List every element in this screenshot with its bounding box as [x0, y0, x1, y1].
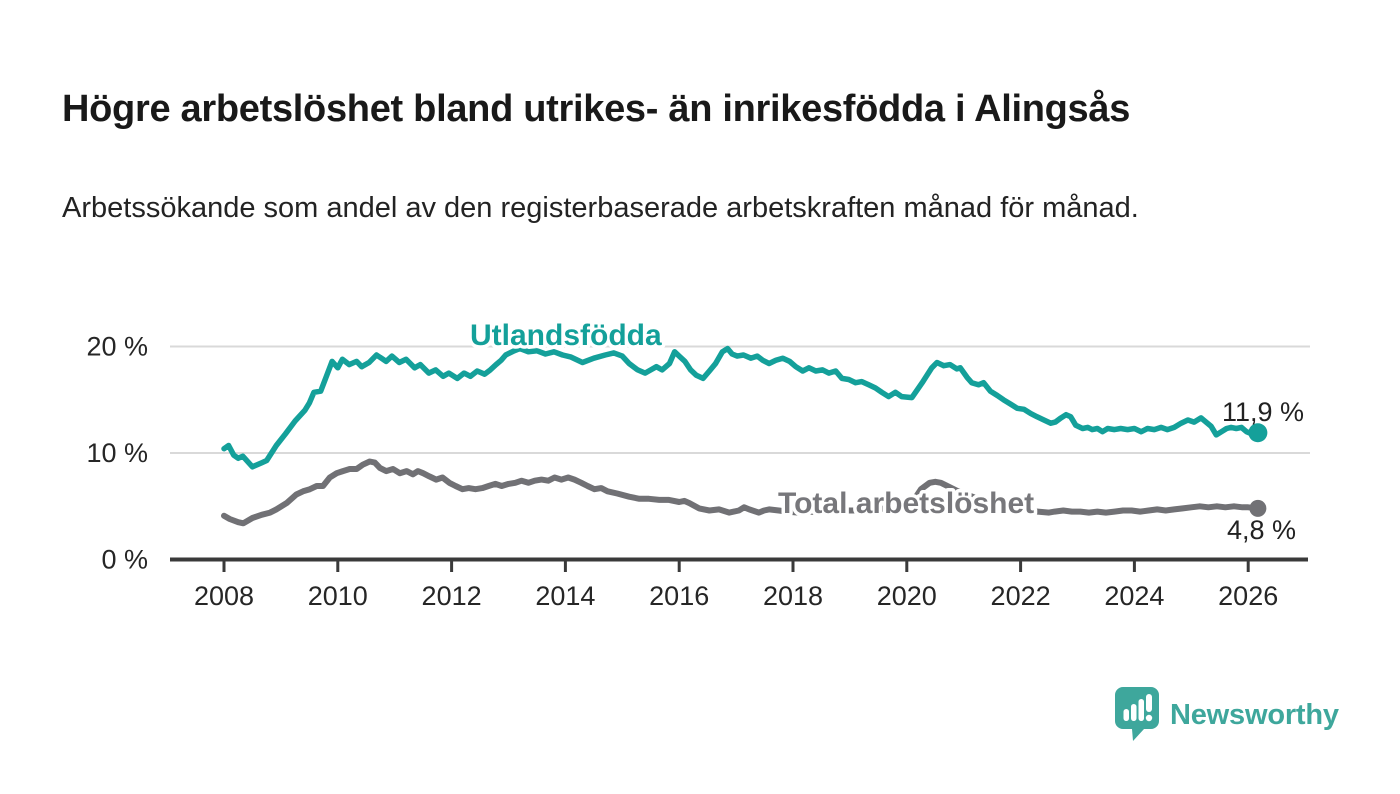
- x-tick-label-2012: 2012: [422, 581, 482, 611]
- series-line-utlandsf-dda: [221, 345, 1261, 470]
- newsworthy-logo-text: Newsworthy: [1170, 698, 1339, 731]
- series-endpoint-dot-utlandsf-dda: [1248, 423, 1268, 443]
- y-tick-label-0: 0 %: [101, 545, 148, 575]
- series-label-total-arbetsl-shet: Total arbetslöshet: [778, 487, 1034, 520]
- x-tick-label-2024: 2024: [1104, 581, 1164, 611]
- value-label-total-arbetsl-shet: 4,8 %: [1227, 515, 1296, 545]
- newsworthy-logo: Newsworthy: [1114, 686, 1339, 744]
- y-tick-label-20: 20 %: [86, 332, 148, 362]
- x-tick-label-2008: 2008: [194, 581, 254, 611]
- x-tick-label-2020: 2020: [877, 581, 937, 611]
- series-label-utlandsf-dda: Utlandsfödda: [470, 319, 662, 352]
- x-tick-label-2022: 2022: [991, 581, 1051, 611]
- bar-chart-speech-bubble-icon: [1115, 687, 1159, 741]
- x-tick-label-2026: 2026: [1218, 581, 1278, 611]
- value-label-utlandsf-dda: 11,9 %: [1222, 397, 1304, 427]
- x-tick-label-2016: 2016: [649, 581, 709, 611]
- page-subtitle: Arbetssökande som andel av den registerb…: [62, 192, 1139, 224]
- x-tick-label-2014: 2014: [535, 581, 595, 611]
- x-tick-label-2018: 2018: [763, 581, 823, 611]
- series-line-total-arbetsl-shet: [221, 458, 1261, 527]
- page-title: Högre arbetslöshet bland utrikes- än inr…: [62, 88, 1131, 131]
- y-tick-label-10: 10 %: [86, 438, 148, 468]
- x-tick-label-2010: 2010: [308, 581, 368, 611]
- series-endpoint-dot-total-arbetsl-shet: [1249, 499, 1267, 517]
